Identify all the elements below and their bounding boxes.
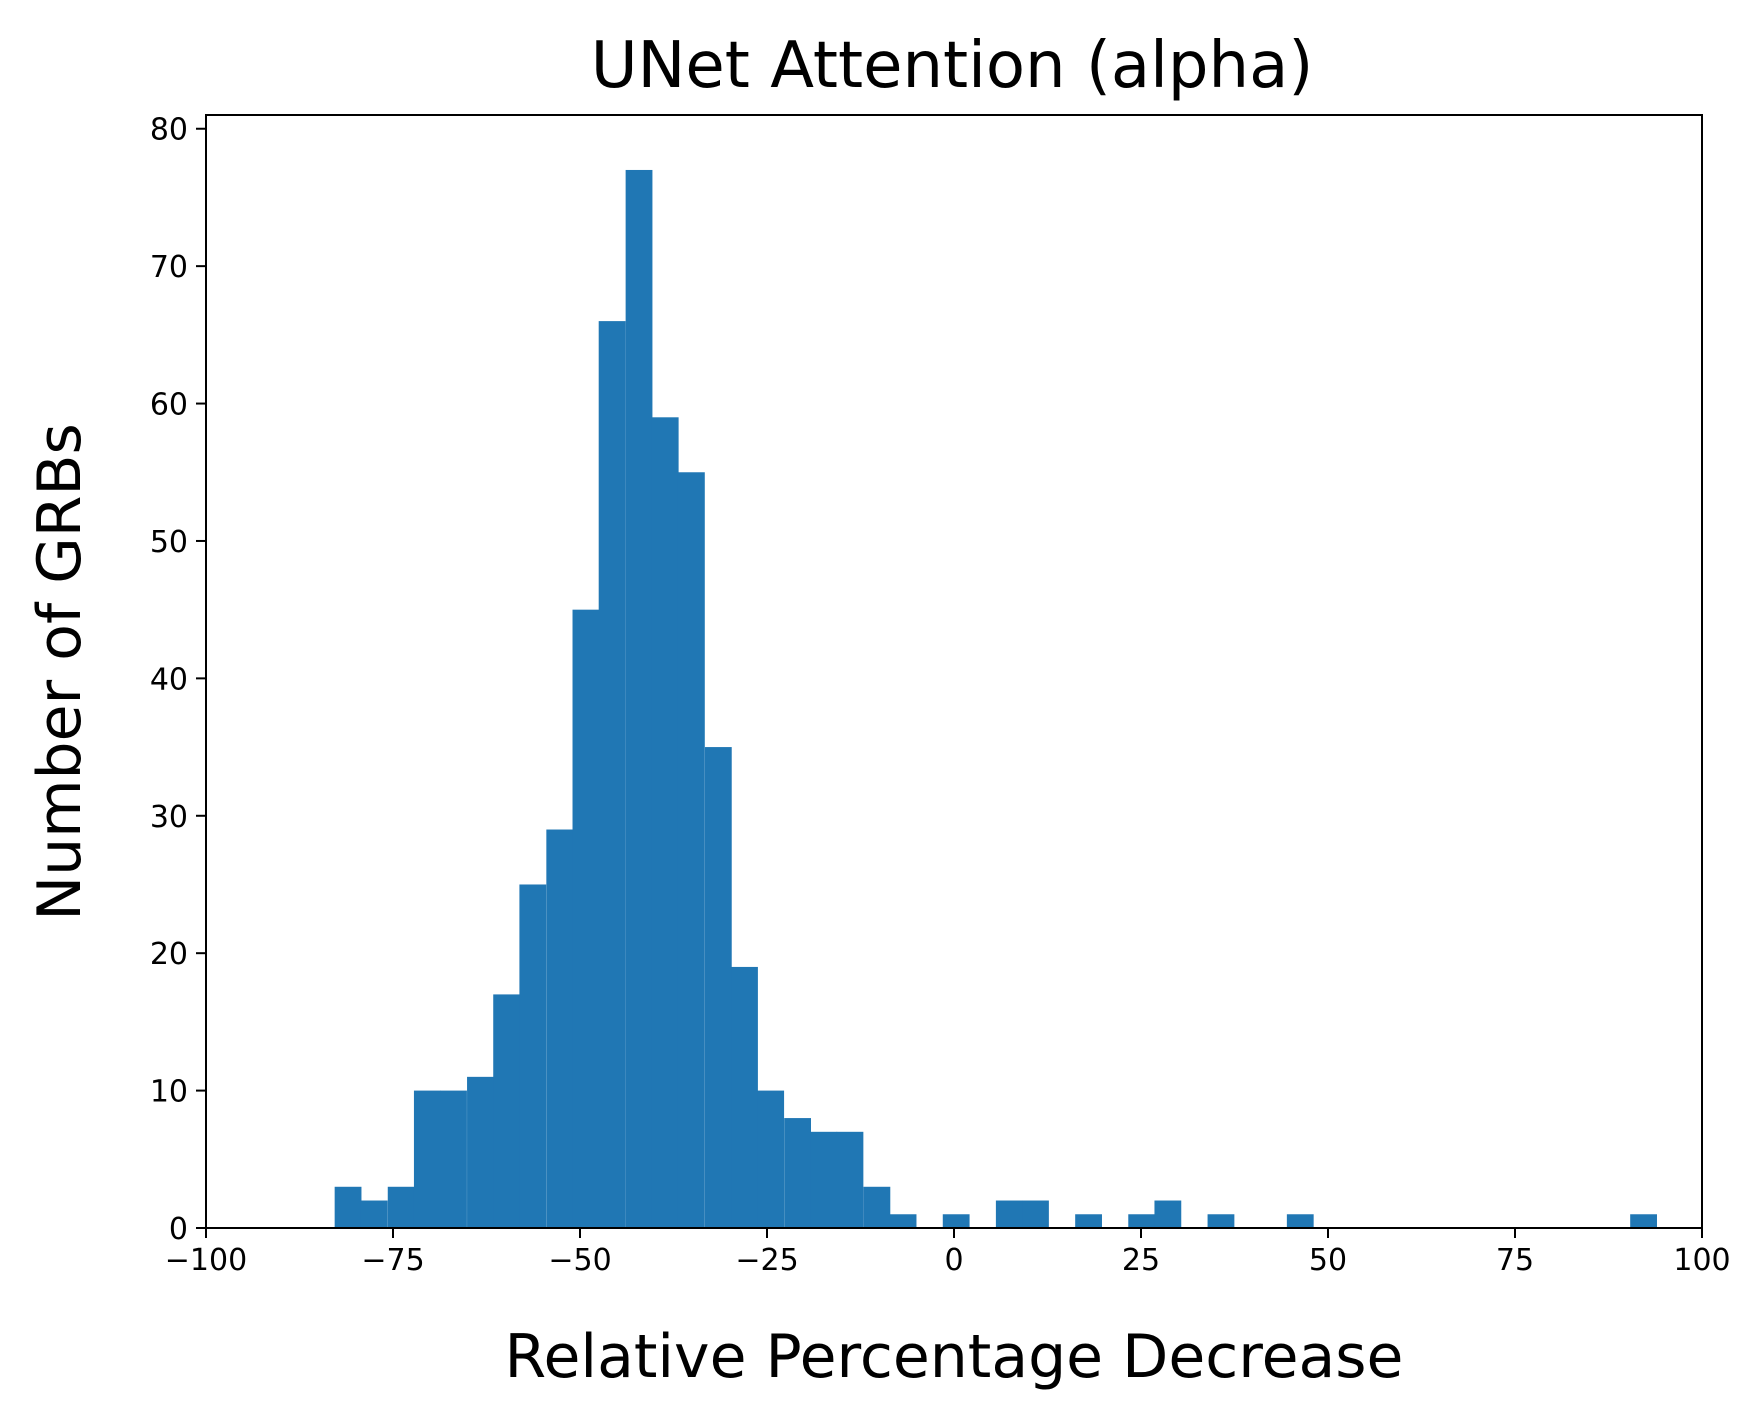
histogram-bar xyxy=(704,747,732,1228)
histogram-bar xyxy=(995,1200,1023,1228)
histogram-bar xyxy=(360,1200,388,1228)
histogram-bar xyxy=(598,321,626,1228)
y-axis-label: Number of GRBs xyxy=(25,423,95,921)
histogram-bar xyxy=(1286,1214,1314,1228)
x-tick-label: −75 xyxy=(361,1243,424,1278)
x-tick-label: −100 xyxy=(165,1243,247,1278)
histogram-bar xyxy=(1630,1214,1657,1228)
y-axis-ticks: 0 10 20 30 40 50 60 70 80 xyxy=(150,113,206,1247)
x-tick-label: 0 xyxy=(944,1243,963,1278)
histogram-bar xyxy=(942,1214,970,1228)
histogram-bar xyxy=(413,1090,441,1228)
histogram-bar xyxy=(625,169,653,1229)
plot-area-frame xyxy=(205,114,1703,1229)
x-tick-label: −50 xyxy=(548,1243,611,1278)
histogram-bar xyxy=(810,1131,838,1228)
histogram-bar xyxy=(677,472,705,1228)
x-tick-label: −25 xyxy=(735,1243,798,1278)
histogram-bar xyxy=(440,1090,467,1228)
histogram-bar xyxy=(757,1090,785,1228)
histogram-bar xyxy=(519,884,547,1228)
histogram-bar xyxy=(467,1076,494,1228)
y-tick-label: 80 xyxy=(150,113,188,148)
x-tick-label: 100 xyxy=(1673,1243,1730,1278)
x-tick-label: 25 xyxy=(1122,1243,1160,1278)
histogram-bar xyxy=(1128,1214,1156,1228)
histogram-bar xyxy=(731,966,758,1228)
histogram-bar xyxy=(889,1214,917,1228)
y-tick-label: 10 xyxy=(150,1075,188,1110)
chart-title: UNet Attention (alpha) xyxy=(591,29,1314,103)
histogram-bar xyxy=(546,829,574,1228)
x-tick-label: 50 xyxy=(1309,1243,1347,1278)
histogram-bar xyxy=(836,1131,864,1228)
x-tick-label: 75 xyxy=(1496,1243,1534,1278)
histogram-bar xyxy=(1207,1214,1235,1228)
y-tick-label: 30 xyxy=(150,800,188,835)
histogram-bar xyxy=(334,1186,362,1228)
histogram-bar xyxy=(572,609,600,1228)
histogram-bar xyxy=(493,994,521,1228)
histogram-bar xyxy=(1022,1200,1049,1228)
histogram-bar xyxy=(863,1186,891,1228)
x-axis-ticks: −100 −75 −50 −25 0 25 50 75 100 xyxy=(165,1228,1731,1278)
y-tick-label: 50 xyxy=(150,525,188,560)
histogram-bar xyxy=(1154,1200,1182,1228)
bars-layer xyxy=(334,169,1657,1229)
x-axis-label: Relative Percentage Decrease xyxy=(505,1322,1404,1392)
y-tick-label: 20 xyxy=(150,937,188,972)
histogram-bar xyxy=(651,417,679,1228)
y-tick-label: 40 xyxy=(150,662,188,697)
y-tick-label: 0 xyxy=(169,1212,188,1247)
y-tick-label: 70 xyxy=(150,250,188,285)
histogram-bar xyxy=(1075,1214,1102,1228)
histogram-bar xyxy=(387,1186,415,1228)
y-tick-label: 60 xyxy=(150,388,188,423)
histogram-bar xyxy=(784,1118,811,1228)
